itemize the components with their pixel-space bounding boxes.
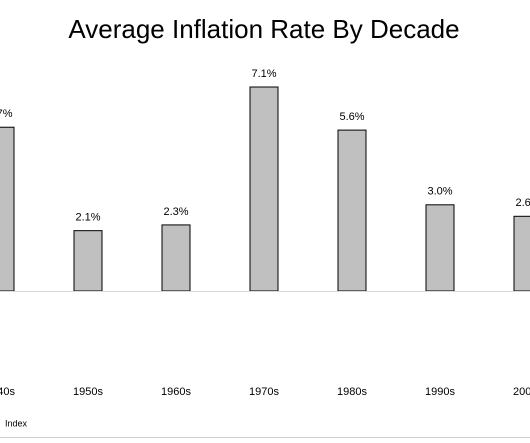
value-label: 2.1% (75, 212, 100, 224)
x-tick-label: 1940s (0, 386, 15, 398)
value-label: 2.6% (515, 197, 530, 209)
bar (0, 126, 15, 292)
bar (73, 230, 103, 292)
bar (425, 204, 455, 292)
x-tick-label: 1970s (249, 386, 279, 398)
x-tick-label: 2000s (513, 386, 530, 398)
bar (513, 215, 530, 292)
bar (249, 86, 279, 292)
chart-title: Average Inflation Rate By Decade (68, 14, 459, 44)
x-tick-label: 1990s (425, 386, 455, 398)
bar (161, 224, 191, 292)
value-label: 3.0% (427, 186, 452, 198)
x-tick-label: 1960s (161, 386, 191, 398)
value-label: 7.1% (251, 68, 276, 80)
value-label: 5.6% (339, 111, 364, 123)
x-tick-label: 1980s (337, 386, 367, 398)
value-label: 5.7% (0, 108, 13, 120)
bar (337, 129, 367, 292)
source-note: Index (5, 418, 28, 428)
value-label: 2.3% (163, 206, 188, 218)
x-tick-label: 1950s (73, 386, 103, 398)
